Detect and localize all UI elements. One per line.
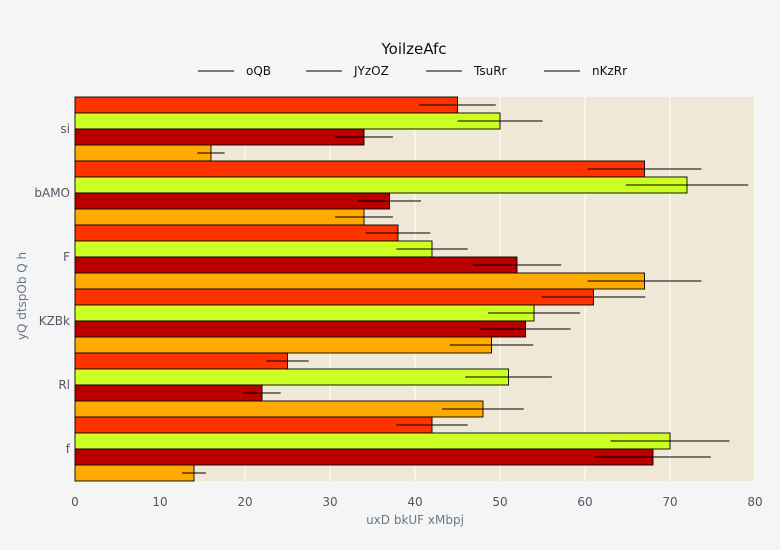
legend-label: oQB <box>246 64 271 78</box>
bar <box>75 129 364 145</box>
x-tick-label: 80 <box>747 495 762 509</box>
bar <box>75 97 458 113</box>
bar <box>75 433 670 449</box>
legend-label: TsuRr <box>473 64 507 78</box>
bar <box>75 241 432 257</box>
x-tick-label: 20 <box>237 495 252 509</box>
bar <box>75 353 288 369</box>
bar <box>75 449 653 465</box>
y-tick-label: si <box>60 122 70 136</box>
bar <box>75 193 390 209</box>
chart-title: YoilzeAfc <box>380 40 446 58</box>
bar <box>75 385 262 401</box>
y-axis: si bAMO F KZBk Rl f <box>34 122 70 456</box>
bar <box>75 321 526 337</box>
bar <box>75 289 594 305</box>
bar <box>75 209 364 225</box>
y-tick-label: F <box>63 250 70 264</box>
bar <box>75 225 398 241</box>
x-tick-label: 10 <box>152 495 167 509</box>
y-tick-label: bAMO <box>34 186 70 200</box>
bar <box>75 465 194 481</box>
x-axis-label: uxD bkUF xMbpj <box>366 513 464 527</box>
x-tick-label: 50 <box>492 495 507 509</box>
x-tick-label: 0 <box>71 495 79 509</box>
bar <box>75 161 645 177</box>
bar <box>75 417 432 433</box>
x-tick-label: 30 <box>322 495 337 509</box>
bar <box>75 401 483 417</box>
bar <box>75 273 645 289</box>
y-tick-label: KZBk <box>39 314 70 328</box>
y-tick-label: Rl <box>58 378 70 392</box>
y-axis-label: yQ dtspOb Q h <box>15 252 29 340</box>
bar <box>75 145 211 161</box>
legend: oQB JYzOZ TsuRr nKzRr <box>198 64 627 78</box>
bar <box>75 305 534 321</box>
legend-label: nKzRr <box>592 64 627 78</box>
y-tick-label: f <box>66 442 71 456</box>
bar <box>75 113 500 129</box>
bar <box>75 177 687 193</box>
x-tick-label: 70 <box>662 495 677 509</box>
bar <box>75 369 509 385</box>
legend-label: JYzOZ <box>353 64 389 78</box>
x-axis: 0 10 20 30 40 50 60 70 80 <box>71 495 762 509</box>
bar <box>75 337 492 353</box>
bar <box>75 257 517 273</box>
x-tick-label: 60 <box>577 495 592 509</box>
x-tick-label: 40 <box>407 495 422 509</box>
